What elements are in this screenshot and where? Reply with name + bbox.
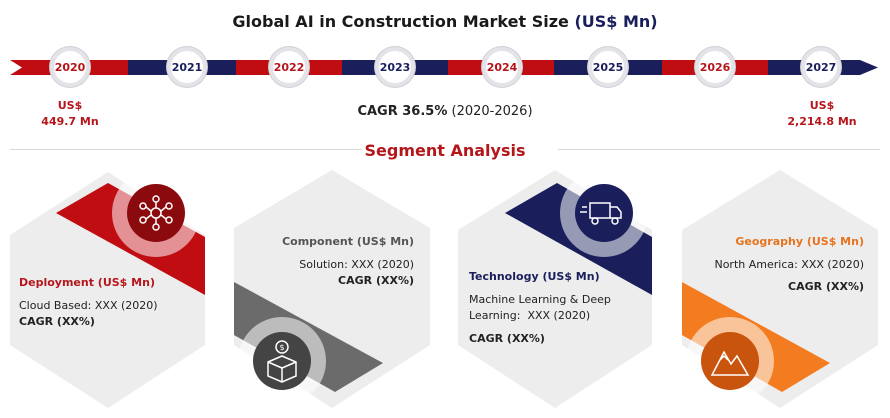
- cagr-label: CAGR 36.5%: [357, 104, 448, 119]
- start-value: US$ 449.7 Mn: [40, 98, 100, 130]
- deployment-heading: Deployment (US$ Mn): [19, 276, 155, 289]
- start-value-currency: US$: [57, 99, 83, 112]
- title-main: Global AI in Construction Market Size: [232, 12, 569, 31]
- year-2025: 2025: [588, 47, 628, 87]
- geography-line1: North America: XXX (2020): [714, 258, 864, 271]
- component-cagr: CAGR (XX%): [338, 274, 414, 287]
- segment-title: Segment Analysis: [364, 141, 526, 160]
- page-title: Global AI in Construction Market Size (U…: [0, 12, 890, 31]
- deployment-line1: Cloud Based: XXX (2020): [19, 299, 158, 312]
- year-2021: 2021: [167, 47, 207, 87]
- component-line1: Solution: XXX (2020): [299, 258, 414, 271]
- technology-cagr: CAGR (XX%): [469, 332, 545, 345]
- year-2027: 2027: [801, 47, 841, 87]
- svg-text:$: $: [279, 343, 284, 352]
- technology-heading: Technology (US$ Mn): [469, 270, 600, 283]
- divider-left: [10, 149, 362, 150]
- mountain-icon: [710, 350, 750, 376]
- deployment-cagr: CAGR (XX%): [19, 315, 95, 328]
- divider-right: [558, 149, 880, 150]
- component-heading: Component (US$ Mn): [282, 235, 414, 248]
- end-value: US$ 2,214.8 Mn: [780, 98, 864, 130]
- truck-icon: [580, 202, 622, 225]
- cagr-period: (2020-2026): [451, 104, 533, 119]
- end-value-amount: 2,214.8 Mn: [787, 115, 857, 128]
- geography-cagr: CAGR (XX%): [788, 280, 864, 293]
- geography-heading: Geography (US$ Mn): [735, 235, 864, 248]
- year-2022: 2022: [269, 47, 309, 87]
- year-2026: 2026: [695, 47, 735, 87]
- dollar-box-icon: [267, 340, 297, 383]
- cagr-summary: CAGR 36.5% (2020-2026): [0, 104, 890, 119]
- title-unit: (US$ Mn): [574, 12, 658, 31]
- year-2023: 2023: [375, 47, 415, 87]
- year-2020: 2020: [50, 47, 90, 87]
- technology-line1: Machine Learning & Deep: [469, 293, 611, 306]
- technology-line2: Learning: XXX (2020): [469, 309, 591, 322]
- network-icon: [139, 195, 173, 231]
- year-2024: 2024: [482, 47, 522, 87]
- start-value-amount: 449.7 Mn: [41, 115, 99, 128]
- end-value-currency: US$: [809, 99, 835, 112]
